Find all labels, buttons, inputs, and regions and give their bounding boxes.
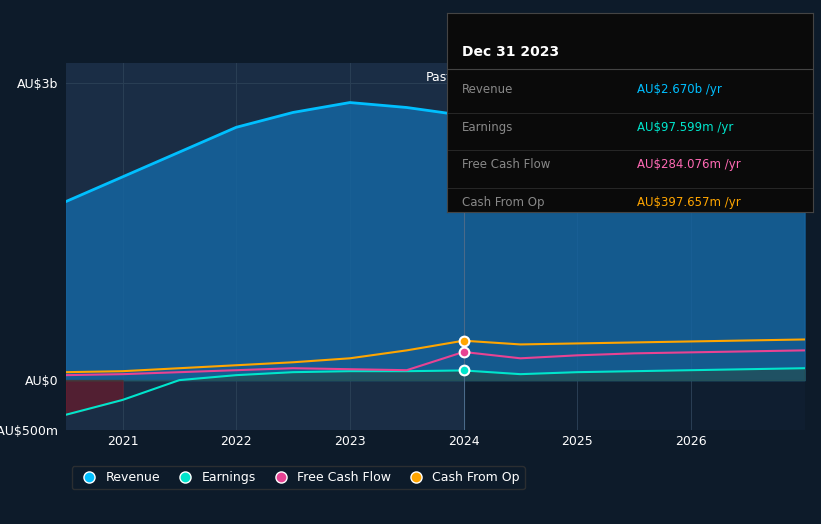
- Text: Free Cash Flow: Free Cash Flow: [462, 158, 550, 171]
- Text: Revenue: Revenue: [462, 83, 513, 96]
- Legend: Revenue, Earnings, Free Cash Flow, Cash From Op: Revenue, Earnings, Free Cash Flow, Cash …: [72, 466, 525, 489]
- Text: AU$284.076m /yr: AU$284.076m /yr: [637, 158, 741, 171]
- Text: Analysts Forecasts: Analysts Forecasts: [475, 71, 591, 84]
- Text: Dec 31 2023: Dec 31 2023: [462, 45, 559, 59]
- Bar: [464, 63, 805, 430]
- Text: Cash From Op: Cash From Op: [462, 196, 544, 209]
- Text: AU$97.599m /yr: AU$97.599m /yr: [637, 121, 734, 134]
- Text: Past: Past: [426, 71, 452, 84]
- Bar: [66, 63, 464, 430]
- Text: AU$397.657m /yr: AU$397.657m /yr: [637, 196, 741, 209]
- Text: AU$2.670b /yr: AU$2.670b /yr: [637, 83, 722, 96]
- Text: Earnings: Earnings: [462, 121, 513, 134]
